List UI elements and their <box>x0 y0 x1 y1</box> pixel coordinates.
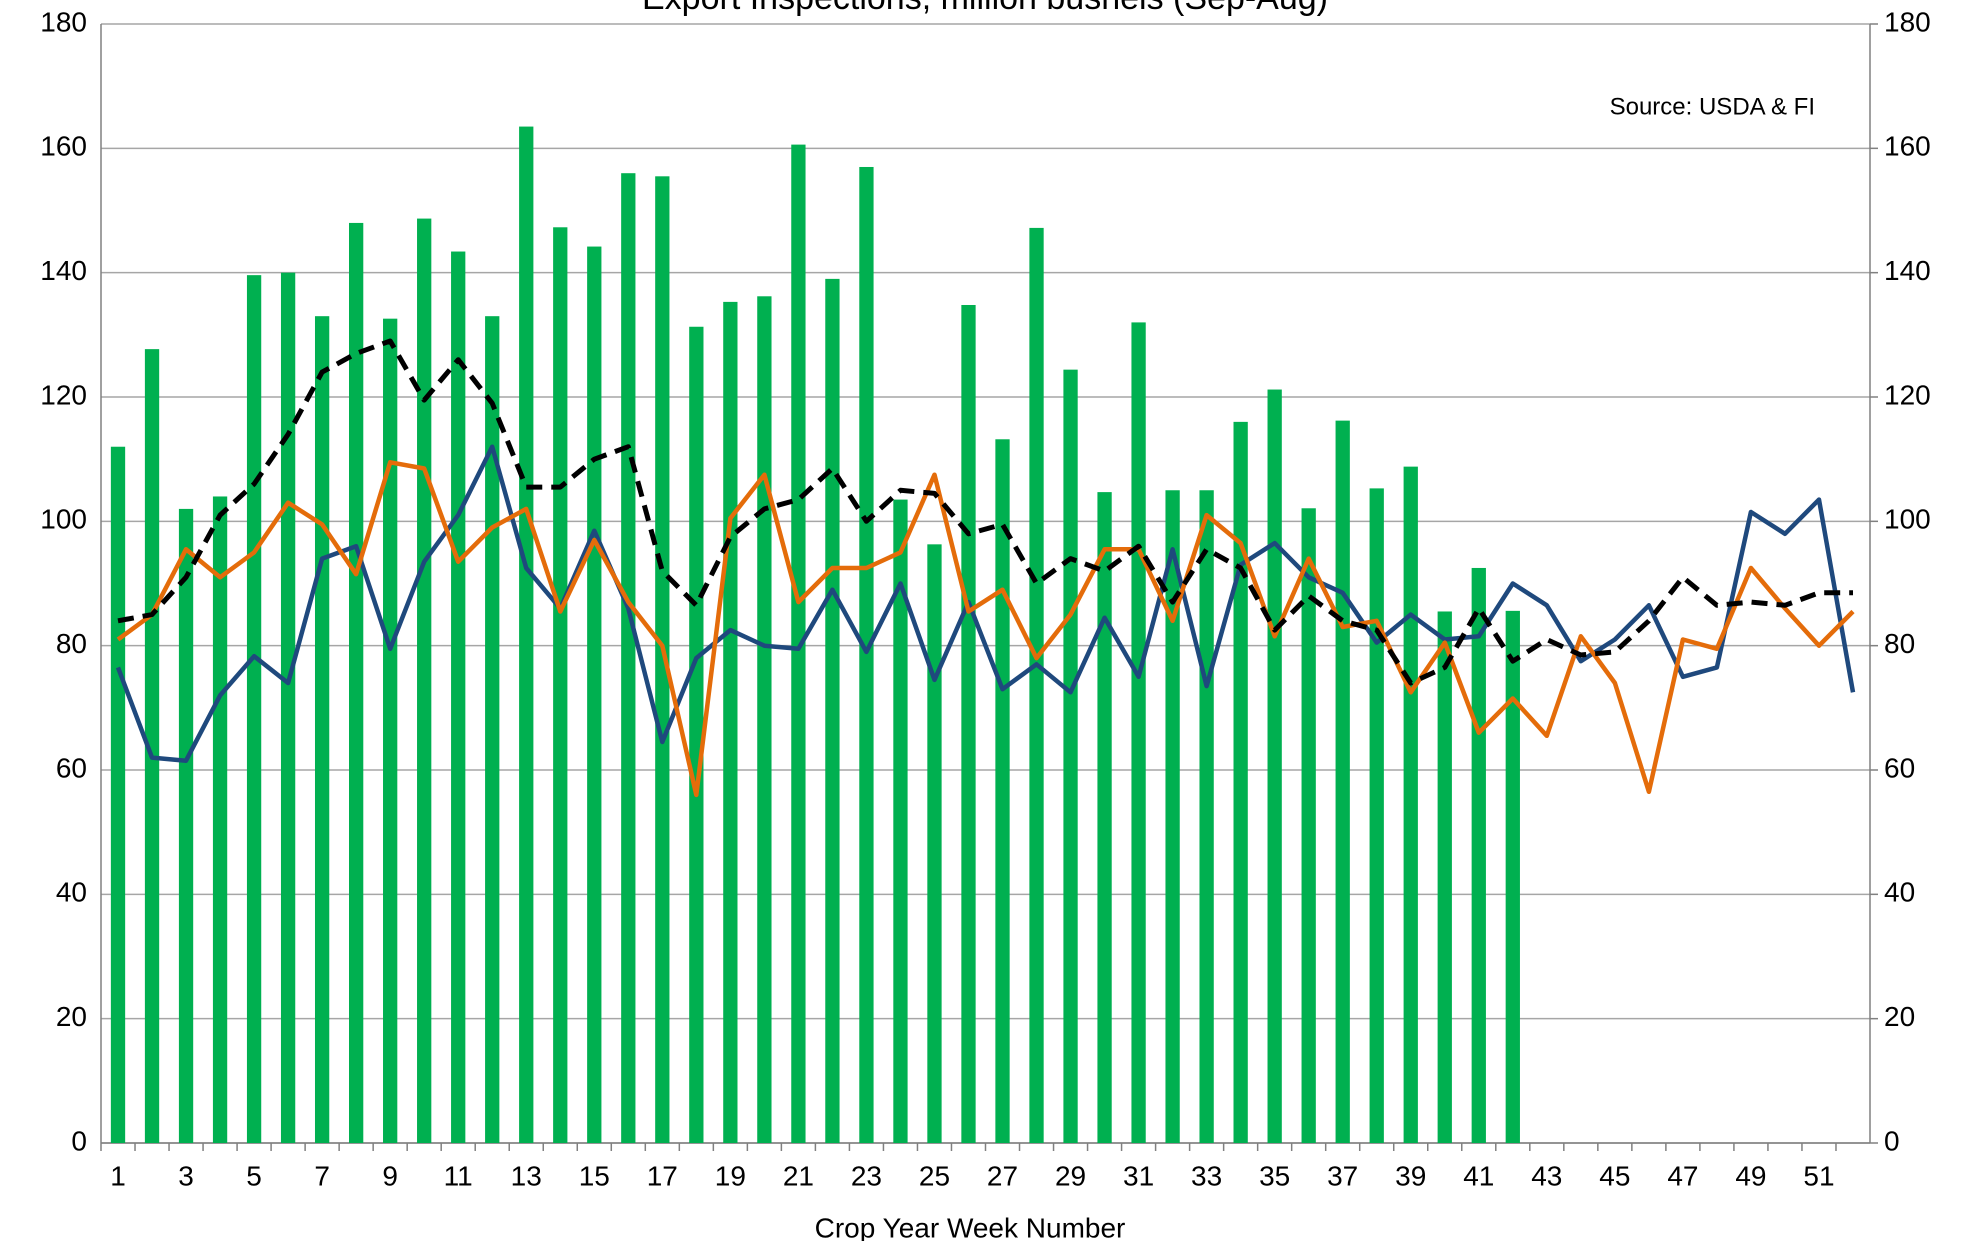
x-tick-label: 15 <box>579 1160 610 1191</box>
bar <box>417 218 432 1143</box>
x-tick-label: 35 <box>1259 1160 1290 1191</box>
y-tick-label: 20 <box>56 1001 87 1032</box>
x-tick-label: 51 <box>1803 1160 1834 1191</box>
bar <box>1063 369 1078 1143</box>
bar <box>1437 611 1452 1143</box>
y2-tick-label: 80 <box>1884 628 1915 659</box>
bar <box>144 349 160 1143</box>
line-series <box>117 338 1853 686</box>
bar <box>859 166 874 1143</box>
y-tick-label: 40 <box>56 877 87 908</box>
x-tick-label: 41 <box>1463 1160 1494 1191</box>
x-tick-label: 5 <box>246 1160 262 1191</box>
bar <box>553 227 568 1143</box>
bar <box>246 275 262 1143</box>
y-tick-label: 60 <box>56 752 87 783</box>
x-tick-label: 43 <box>1531 1160 1562 1191</box>
x-tick-label: 39 <box>1395 1160 1426 1191</box>
bar <box>451 251 466 1143</box>
bar <box>621 173 636 1143</box>
y2-tick-label: 60 <box>1884 752 1915 783</box>
line-series <box>116 460 1855 798</box>
y2-tick-label: 20 <box>1884 1001 1915 1032</box>
bar <box>587 246 602 1144</box>
bar <box>723 301 738 1143</box>
y2-tick-label: 100 <box>1884 504 1931 535</box>
x-tick-label: 9 <box>382 1160 398 1191</box>
bar <box>212 496 228 1143</box>
bar <box>825 278 840 1144</box>
bar <box>349 222 364 1143</box>
x-tick-label: 11 <box>444 1160 473 1191</box>
bar <box>1029 227 1044 1143</box>
bar <box>655 176 670 1143</box>
bar <box>689 326 704 1143</box>
x-tick-label: 23 <box>851 1160 882 1191</box>
y2-tick-label: 160 <box>1884 131 1931 162</box>
y2-tick-label: 0 <box>1884 1125 1900 1156</box>
bar <box>927 544 942 1143</box>
bar <box>178 508 194 1143</box>
bar <box>1301 508 1316 1143</box>
bar <box>893 499 908 1143</box>
y-tick-label: 140 <box>40 255 87 286</box>
bar <box>757 296 772 1143</box>
x-tick-label: 1 <box>110 1160 126 1191</box>
bar <box>485 316 500 1143</box>
x-tick-label: 47 <box>1667 1160 1698 1191</box>
x-tick-label: 19 <box>715 1160 746 1191</box>
y-tick-label: 120 <box>40 379 87 410</box>
x-tick-label: 27 <box>987 1160 1018 1191</box>
x-tick-label: 49 <box>1735 1160 1766 1191</box>
bar <box>383 318 398 1143</box>
y2-tick-label: 180 <box>1884 6 1931 37</box>
bar <box>519 126 534 1143</box>
y-tick-label: 160 <box>40 131 87 162</box>
x-tick-label: 29 <box>1055 1160 1086 1191</box>
bar <box>1267 389 1282 1143</box>
x-tick-label: 25 <box>919 1160 950 1191</box>
y-tick-label: 100 <box>40 504 87 535</box>
bar <box>280 272 296 1144</box>
bar <box>791 144 806 1143</box>
bar <box>1369 488 1384 1143</box>
x-tick-label: 33 <box>1191 1160 1222 1191</box>
bar <box>1471 567 1486 1143</box>
y-tick-label: 0 <box>71 1125 87 1156</box>
bar <box>314 316 330 1143</box>
bar <box>961 304 976 1143</box>
x-tick-label: 37 <box>1327 1160 1358 1191</box>
source-note: Source: USDA & FI <box>1610 93 1815 120</box>
y-tick-label: 180 <box>40 6 87 37</box>
x-tick-label: 45 <box>1599 1160 1630 1191</box>
x-tick-label: 7 <box>314 1160 330 1191</box>
bar <box>1165 490 1180 1143</box>
y2-tick-label: 140 <box>1884 255 1931 286</box>
x-tick-label: 13 <box>511 1160 542 1191</box>
x-tick-label: 17 <box>647 1160 678 1191</box>
line-series <box>115 444 1856 763</box>
bar <box>1335 420 1350 1144</box>
bar <box>1233 421 1248 1143</box>
y2-tick-label: 120 <box>1884 379 1931 410</box>
bar <box>1403 466 1418 1143</box>
bar <box>1199 490 1214 1143</box>
y2-tick-label: 40 <box>1884 877 1915 908</box>
x-axis-label: Crop Year Week Number <box>815 1212 1126 1241</box>
x-tick-label: 21 <box>783 1160 814 1191</box>
bar <box>1505 610 1520 1143</box>
bar <box>995 439 1010 1144</box>
bar <box>110 446 126 1143</box>
x-tick-label: 3 <box>178 1160 194 1191</box>
bar <box>1097 492 1112 1143</box>
chart-title: Export Inspections, million bushels (Sep… <box>642 0 1328 17</box>
x-tick-label: 31 <box>1123 1160 1154 1191</box>
y-tick-label: 80 <box>56 628 87 659</box>
bar <box>1131 322 1146 1143</box>
